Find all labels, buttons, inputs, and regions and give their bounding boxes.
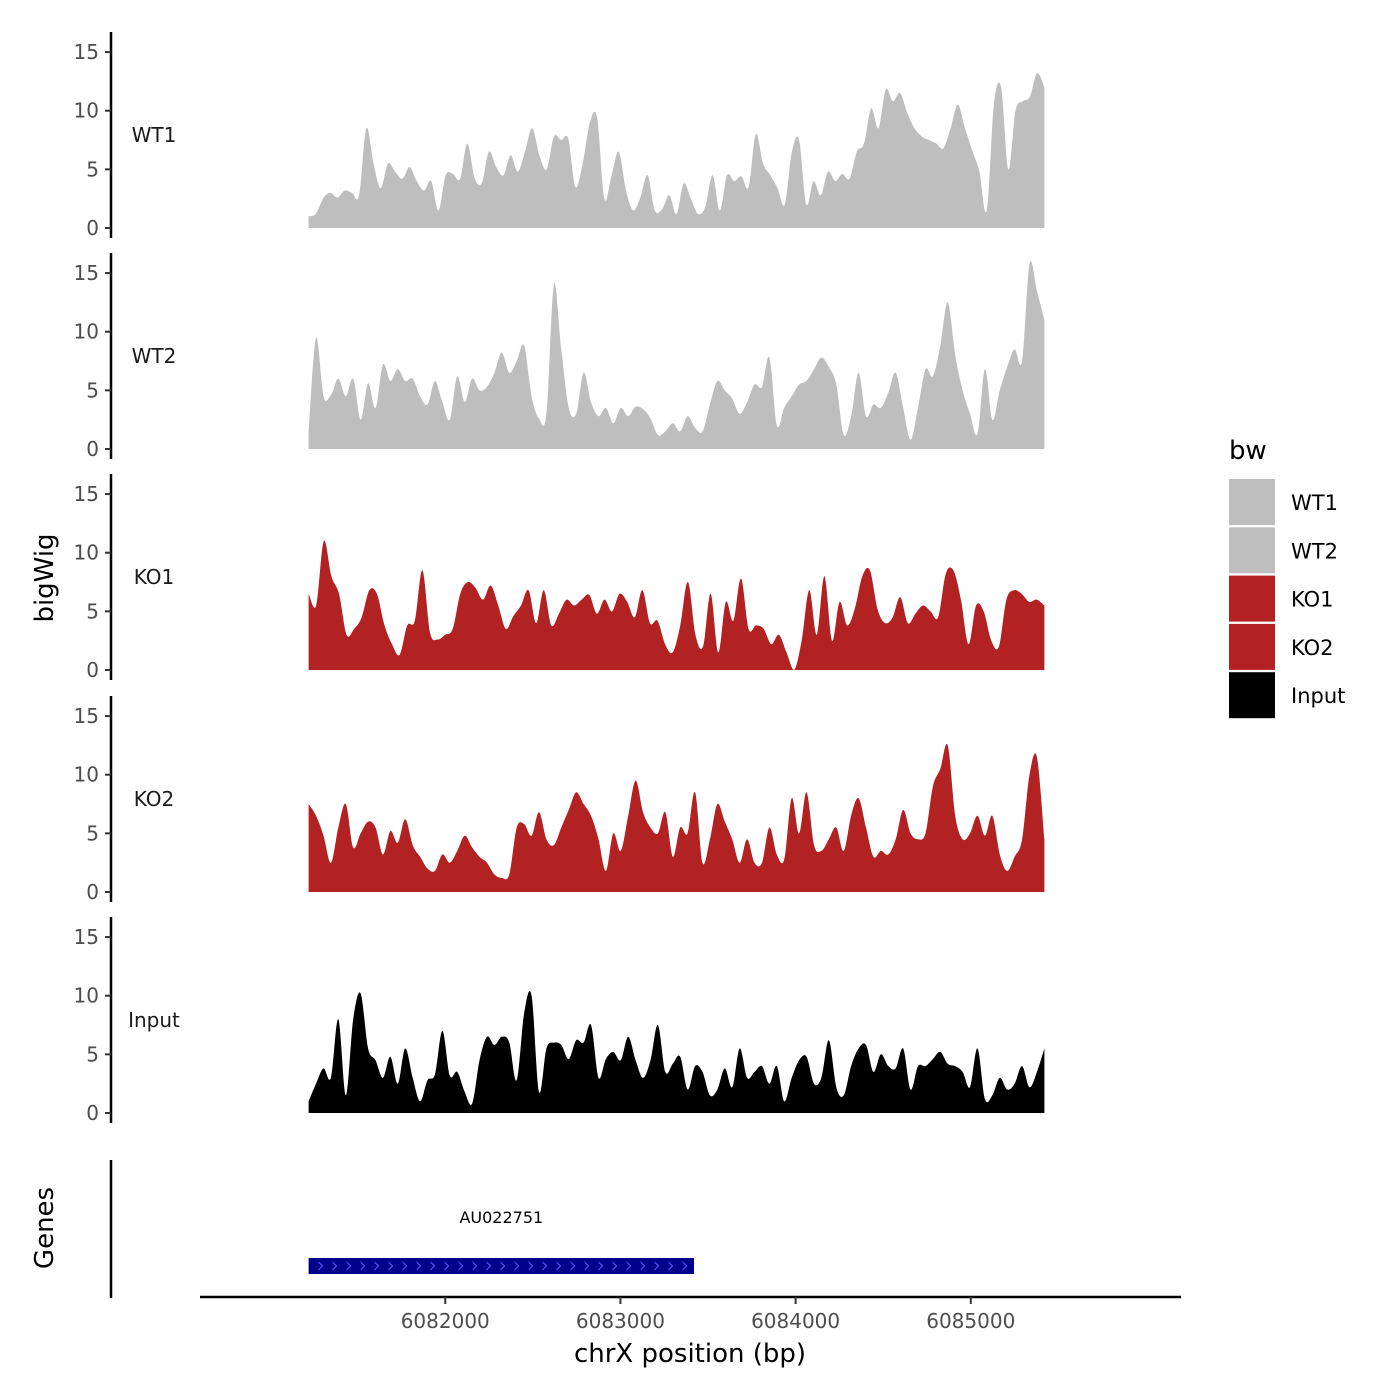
- legend-label: WT2: [1291, 539, 1338, 563]
- legend-item-wt2: WT2: [1229, 527, 1338, 574]
- y-tick-label: 15: [74, 925, 99, 949]
- y-tick-label: 5: [86, 821, 99, 845]
- track-ko1: 0 5 10 15 KO1: [74, 474, 1045, 682]
- strand-arrow: [626, 1261, 632, 1271]
- legend-label: KO2: [1291, 636, 1334, 660]
- y-tick-label: 0: [86, 658, 99, 682]
- legend-item-ko1: KO1: [1229, 575, 1334, 622]
- signal-area-wt1: [308, 73, 1045, 228]
- y-tick-label: 15: [74, 482, 99, 506]
- strand-arrow: [472, 1261, 478, 1271]
- x-tick-label: 6082000: [401, 1309, 490, 1333]
- strand-arrow: [486, 1261, 492, 1271]
- signal-area-wt2: [308, 260, 1045, 449]
- strand-arrow: [388, 1261, 394, 1271]
- track-label-input: Input: [128, 1008, 180, 1032]
- legend-item-ko2: KO2: [1229, 623, 1334, 670]
- y-tick-label: 10: [74, 99, 99, 123]
- strand-arrow: [668, 1261, 674, 1271]
- y-tick-label: 5: [86, 599, 99, 623]
- legend-swatch: [1229, 479, 1275, 525]
- strand-arrow: [374, 1261, 380, 1271]
- gene-panel: AU022751: [109, 1160, 695, 1298]
- track-input: 0 5 10 15 Input: [74, 917, 1045, 1125]
- y-tick-label: 10: [74, 320, 99, 344]
- strand-arrow: [542, 1261, 548, 1271]
- strand-arrow: [500, 1261, 506, 1271]
- genes-axis-title: Genes: [30, 1187, 60, 1269]
- y-tick-label: 5: [86, 157, 99, 181]
- track-label-ko1: KO1: [134, 565, 175, 589]
- y-tick-label: 5: [86, 1042, 99, 1066]
- signal-tracks: 0 5 10 15 WT1 0 5 10 15 WT2 0 5 10 15 KO1 0 5 10 15 KO2 0 5 10…: [74, 32, 1045, 1125]
- y-tick-label: 0: [86, 216, 99, 240]
- signal-area-input: [308, 990, 1045, 1113]
- y-tick-label: 0: [86, 1101, 99, 1125]
- strand-arrow: [430, 1261, 436, 1271]
- legend: WT1 WT2 KO1 KO2 Input: [1229, 479, 1345, 719]
- strand-arrow: [682, 1261, 688, 1271]
- y-tick-label: 15: [74, 261, 99, 285]
- legend-item-wt1: WT1: [1229, 479, 1338, 525]
- strand-arrow: [458, 1261, 464, 1271]
- strand-arrow: [612, 1261, 618, 1271]
- strand-arrow: [346, 1261, 352, 1271]
- legend-swatch: [1229, 527, 1275, 574]
- strand-arrow: [556, 1261, 562, 1271]
- strand-arrow: [360, 1261, 366, 1271]
- strand-arrow: [654, 1261, 660, 1271]
- x-tick-label: 6084000: [751, 1309, 840, 1333]
- y-tick-label: 0: [86, 880, 99, 904]
- strand-arrow: [640, 1261, 646, 1271]
- strand-arrow: [514, 1261, 520, 1271]
- y-tick-label: 10: [74, 763, 99, 787]
- gene-label: AU022751: [459, 1208, 543, 1227]
- track-label-ko2: KO2: [134, 787, 175, 811]
- strand-arrow: [444, 1261, 450, 1271]
- y-tick-label: 15: [74, 704, 99, 728]
- legend-label: WT1: [1291, 491, 1338, 515]
- legend-swatch: [1229, 575, 1275, 622]
- strand-arrow: [584, 1261, 590, 1271]
- x-tick-label: 6085000: [926, 1309, 1015, 1333]
- x-axis: 6082000 6083000 6084000 6085000: [200, 1295, 1181, 1333]
- y-tick-label: 5: [86, 378, 99, 402]
- signal-area-ko2: [308, 743, 1045, 892]
- strand-arrow: [416, 1261, 422, 1271]
- y-tick-label: 0: [86, 437, 99, 461]
- legend-swatch: [1229, 672, 1275, 719]
- signal-area-ko1: [308, 540, 1045, 670]
- legend-label: Input: [1291, 684, 1345, 708]
- track-label-wt2: WT2: [132, 344, 177, 368]
- strand-arrow: [332, 1261, 338, 1271]
- legend-title: bw: [1229, 436, 1267, 466]
- gene-body: [308, 1258, 695, 1274]
- y-tick-label: 10: [74, 984, 99, 1008]
- legend-label: KO1: [1291, 588, 1334, 612]
- track-ko2: 0 5 10 15 KO2: [74, 696, 1045, 904]
- y-axis-title: bigWig: [30, 533, 60, 622]
- strand-arrow: [318, 1261, 324, 1271]
- x-axis-title: chrX position (bp): [574, 1339, 806, 1369]
- legend-item-input: Input: [1229, 672, 1345, 719]
- strand-arrow: [528, 1261, 534, 1271]
- strand-arrow: [570, 1261, 576, 1271]
- track-wt1: 0 5 10 15 WT1: [74, 32, 1045, 240]
- legend-swatch: [1229, 623, 1275, 670]
- y-tick-label: 10: [74, 541, 99, 565]
- strand-arrow: [402, 1261, 408, 1271]
- x-tick-label: 6083000: [576, 1309, 665, 1333]
- track-label-wt1: WT1: [132, 123, 177, 147]
- strand-arrow: [598, 1261, 604, 1271]
- track-wt2: 0 5 10 15 WT2: [74, 253, 1045, 461]
- y-tick-label: 15: [74, 40, 99, 64]
